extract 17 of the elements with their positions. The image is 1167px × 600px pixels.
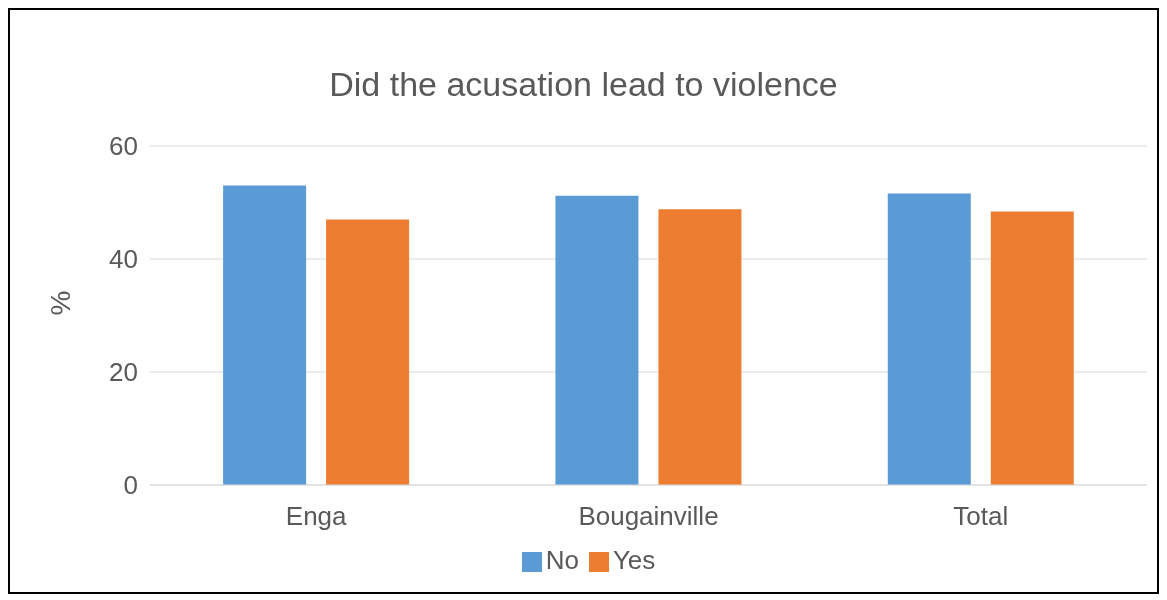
chart-title: Did the acusation lead to violence: [328, 64, 839, 105]
bar: [555, 195, 639, 485]
bar: [658, 209, 742, 485]
x-tick-label: Total: [953, 501, 1009, 532]
bar: [990, 211, 1074, 485]
y-tick-label: 20: [109, 357, 138, 388]
x-tick-label: Enga: [285, 501, 348, 532]
bar: [887, 193, 971, 485]
y-tick-label: 60: [109, 131, 138, 162]
legend-label: No: [545, 545, 579, 575]
y-tick-label: 40: [109, 244, 138, 275]
bar: [223, 185, 307, 485]
x-tick-label: Bougainville: [578, 501, 719, 532]
bar: [326, 219, 410, 485]
y-tick-label: 0: [123, 470, 138, 501]
legend-label: Yes: [612, 545, 656, 575]
y-axis-title: %: [44, 290, 76, 316]
